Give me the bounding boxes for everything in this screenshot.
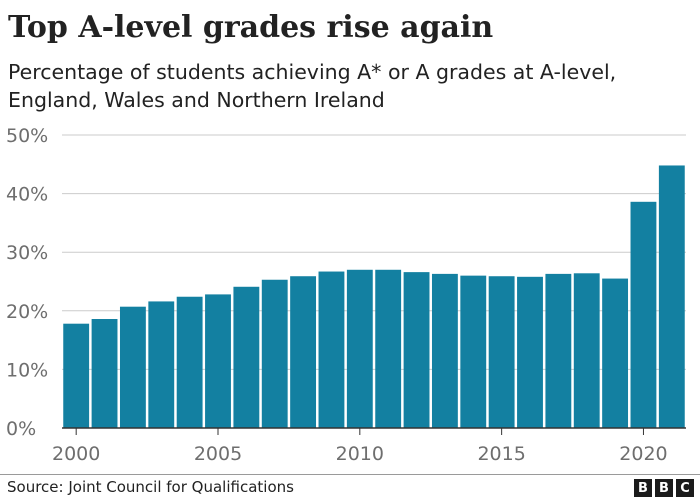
bar-2003 — [148, 301, 175, 428]
bbc-logo-letter-c: C — [676, 479, 694, 497]
x-tick-label: 2015 — [477, 443, 525, 465]
bar-2020 — [630, 201, 657, 428]
bar-2009 — [318, 271, 345, 428]
bbc-logo-letter-b1: B — [634, 479, 652, 497]
x-tick-label: 2005 — [194, 443, 242, 465]
bar-chart: 0% 10% 20% 30% 40% 50% 2000 2005 2010 2015 2020 — [6, 125, 686, 465]
y-tick-label: 50% — [6, 125, 48, 147]
chart-subtitle: Percentage of students achieving A* or A… — [8, 60, 617, 112]
bar-2008 — [290, 276, 317, 428]
bar-2012 — [403, 272, 430, 428]
y-tick-label: 40% — [6, 184, 48, 206]
y-tick-label: 10% — [6, 359, 48, 381]
chart-title: Top A-level grades rise again — [8, 10, 494, 45]
source-note: Source: Joint Council for Qualifications — [7, 478, 294, 496]
bar-2017 — [545, 273, 572, 428]
y-tick-label: 20% — [6, 301, 48, 323]
bar-2015 — [488, 276, 515, 428]
bar-2005 — [205, 294, 231, 428]
bbc-logo: B B C — [634, 479, 694, 497]
bar-2001 — [91, 319, 118, 428]
y-axis-tick-labels: 0% 10% 20% 30% 40% 50% — [6, 125, 48, 440]
bar-2016 — [517, 276, 543, 428]
bar-2014 — [460, 275, 487, 428]
bar-2013 — [431, 273, 458, 428]
bar-2018 — [573, 273, 600, 428]
bar-2002 — [119, 306, 146, 428]
footer-divider — [0, 474, 700, 475]
bar-2010 — [346, 269, 373, 428]
y-tick-label: 30% — [6, 242, 48, 264]
y-tick-label: 0% — [6, 418, 36, 440]
bar-2007 — [261, 279, 288, 428]
x-tick-label: 2020 — [619, 443, 667, 465]
bars — [63, 165, 685, 429]
x-tick-label: 2000 — [52, 443, 100, 465]
bar-2019 — [602, 278, 629, 428]
x-tick-label: 2010 — [336, 443, 384, 465]
bar-2004 — [176, 296, 203, 428]
bbc-logo-letter-b2: B — [655, 479, 673, 497]
bar-2006 — [233, 286, 260, 428]
bar-2021 — [658, 165, 685, 429]
x-axis: 2000 2005 2010 2015 2020 — [52, 427, 686, 465]
bar-2000 — [63, 323, 90, 428]
bar-2011 — [375, 269, 402, 428]
